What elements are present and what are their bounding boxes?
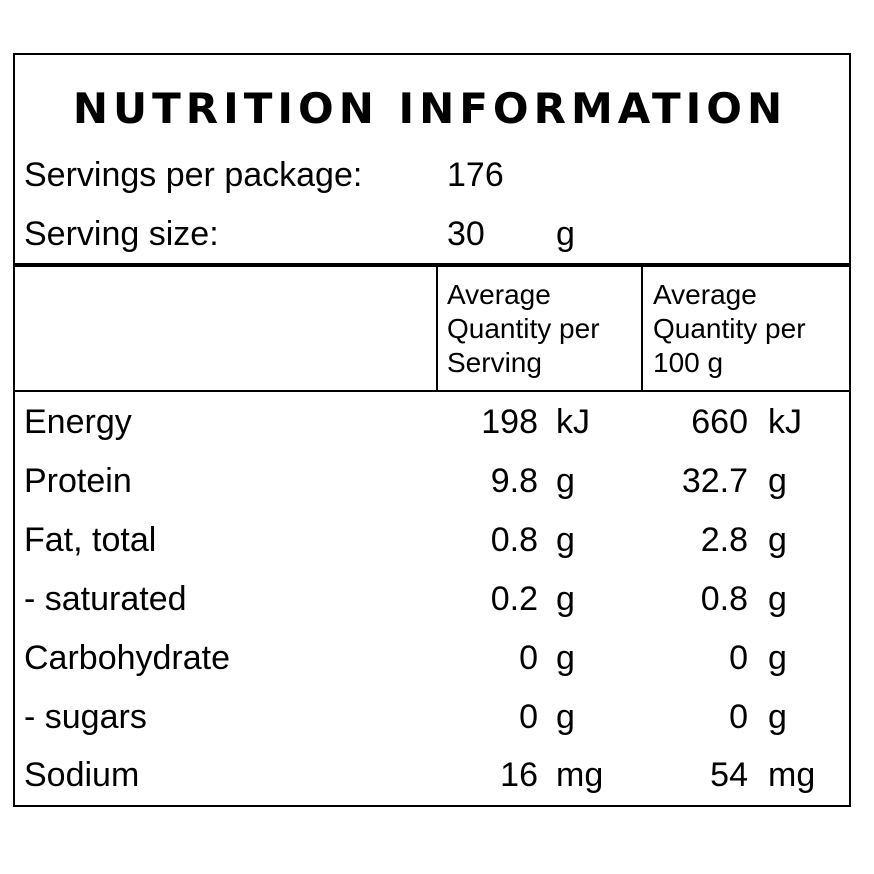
col-serving-header-line-2: Quantity per bbox=[447, 313, 600, 344]
row-per-serving-sugars: 0 bbox=[519, 698, 538, 736]
row-per-serving-fat-total: 0.8 bbox=[490, 521, 538, 559]
servings-per-package-label: Servings per package: bbox=[24, 156, 363, 194]
col-100g-header-line-3: 100 g bbox=[653, 347, 724, 378]
row-per-100g-unit-sodium: mg bbox=[768, 756, 816, 794]
row-per-100g-unit-energy: kJ bbox=[768, 403, 802, 441]
row-per-100g-energy: 660 bbox=[691, 403, 748, 441]
row-per-100g-unit-sugars: g bbox=[768, 698, 787, 736]
serving-size-label: Serving size: bbox=[24, 215, 219, 253]
row-name-saturated: - saturated bbox=[24, 580, 187, 618]
row-per-serving-unit-fat-total: g bbox=[556, 521, 575, 559]
row-per-serving-unit-protein: g bbox=[556, 462, 575, 500]
row-per-serving-saturated: 0.2 bbox=[490, 580, 538, 618]
row-per-100g-unit-fat-total: g bbox=[768, 521, 787, 559]
row-per-100g-fat-total: 2.8 bbox=[700, 521, 748, 559]
row-per-100g-sodium: 54 bbox=[710, 756, 748, 794]
row-per-serving-energy: 198 bbox=[481, 403, 538, 441]
row-per-serving-sodium: 16 bbox=[500, 756, 538, 794]
row-per-100g-unit-saturated: g bbox=[768, 580, 787, 618]
servings-per-package-value: 176 bbox=[447, 156, 504, 194]
serving-size-value: 30 bbox=[447, 215, 485, 253]
panel-title: NUTRITION INFORMATION bbox=[72, 84, 788, 133]
row-per-serving-protein: 9.8 bbox=[490, 462, 538, 500]
row-name-carbohydrate: Carbohydrate bbox=[24, 639, 231, 677]
header-thick-divider bbox=[13, 263, 851, 267]
row-per-100g-carbohydrate: 0 bbox=[729, 639, 748, 677]
row-per-100g-unit-protein: g bbox=[768, 462, 787, 500]
row-per-100g-protein: 32.7 bbox=[681, 462, 748, 500]
row-per-serving-unit-sugars: g bbox=[556, 698, 575, 736]
row-per-100g-saturated: 0.8 bbox=[700, 580, 748, 618]
serving-size-unit: g bbox=[556, 215, 575, 253]
nutrition-panel bbox=[13, 53, 851, 807]
row-name-energy: Energy bbox=[24, 403, 132, 441]
row-per-serving-unit-saturated: g bbox=[556, 580, 575, 618]
row-per-serving-unit-carbohydrate: g bbox=[556, 639, 575, 677]
col-100g-header-line-1: Average bbox=[653, 279, 757, 310]
rows-divider bbox=[13, 390, 851, 392]
row-name-sodium: Sodium bbox=[24, 756, 140, 794]
row-per-serving-carbohydrate: 0 bbox=[519, 639, 538, 677]
col-100g-header-line-2: Quantity per bbox=[653, 313, 806, 344]
row-name-sugars: - sugars bbox=[24, 698, 147, 736]
col-serving-header-line-1: Average bbox=[447, 279, 551, 310]
column-divider-100g bbox=[641, 267, 643, 391]
row-per-100g-sugars: 0 bbox=[729, 698, 748, 736]
column-divider-serving bbox=[436, 267, 438, 391]
row-per-100g-unit-carbohydrate: g bbox=[768, 639, 787, 677]
row-name-fat-total: Fat, total bbox=[24, 521, 157, 559]
row-name-protein: Protein bbox=[24, 462, 132, 500]
row-per-serving-unit-energy: kJ bbox=[556, 403, 590, 441]
row-per-serving-unit-sodium: mg bbox=[556, 756, 604, 794]
col-serving-header-line-3: Serving bbox=[447, 347, 542, 378]
